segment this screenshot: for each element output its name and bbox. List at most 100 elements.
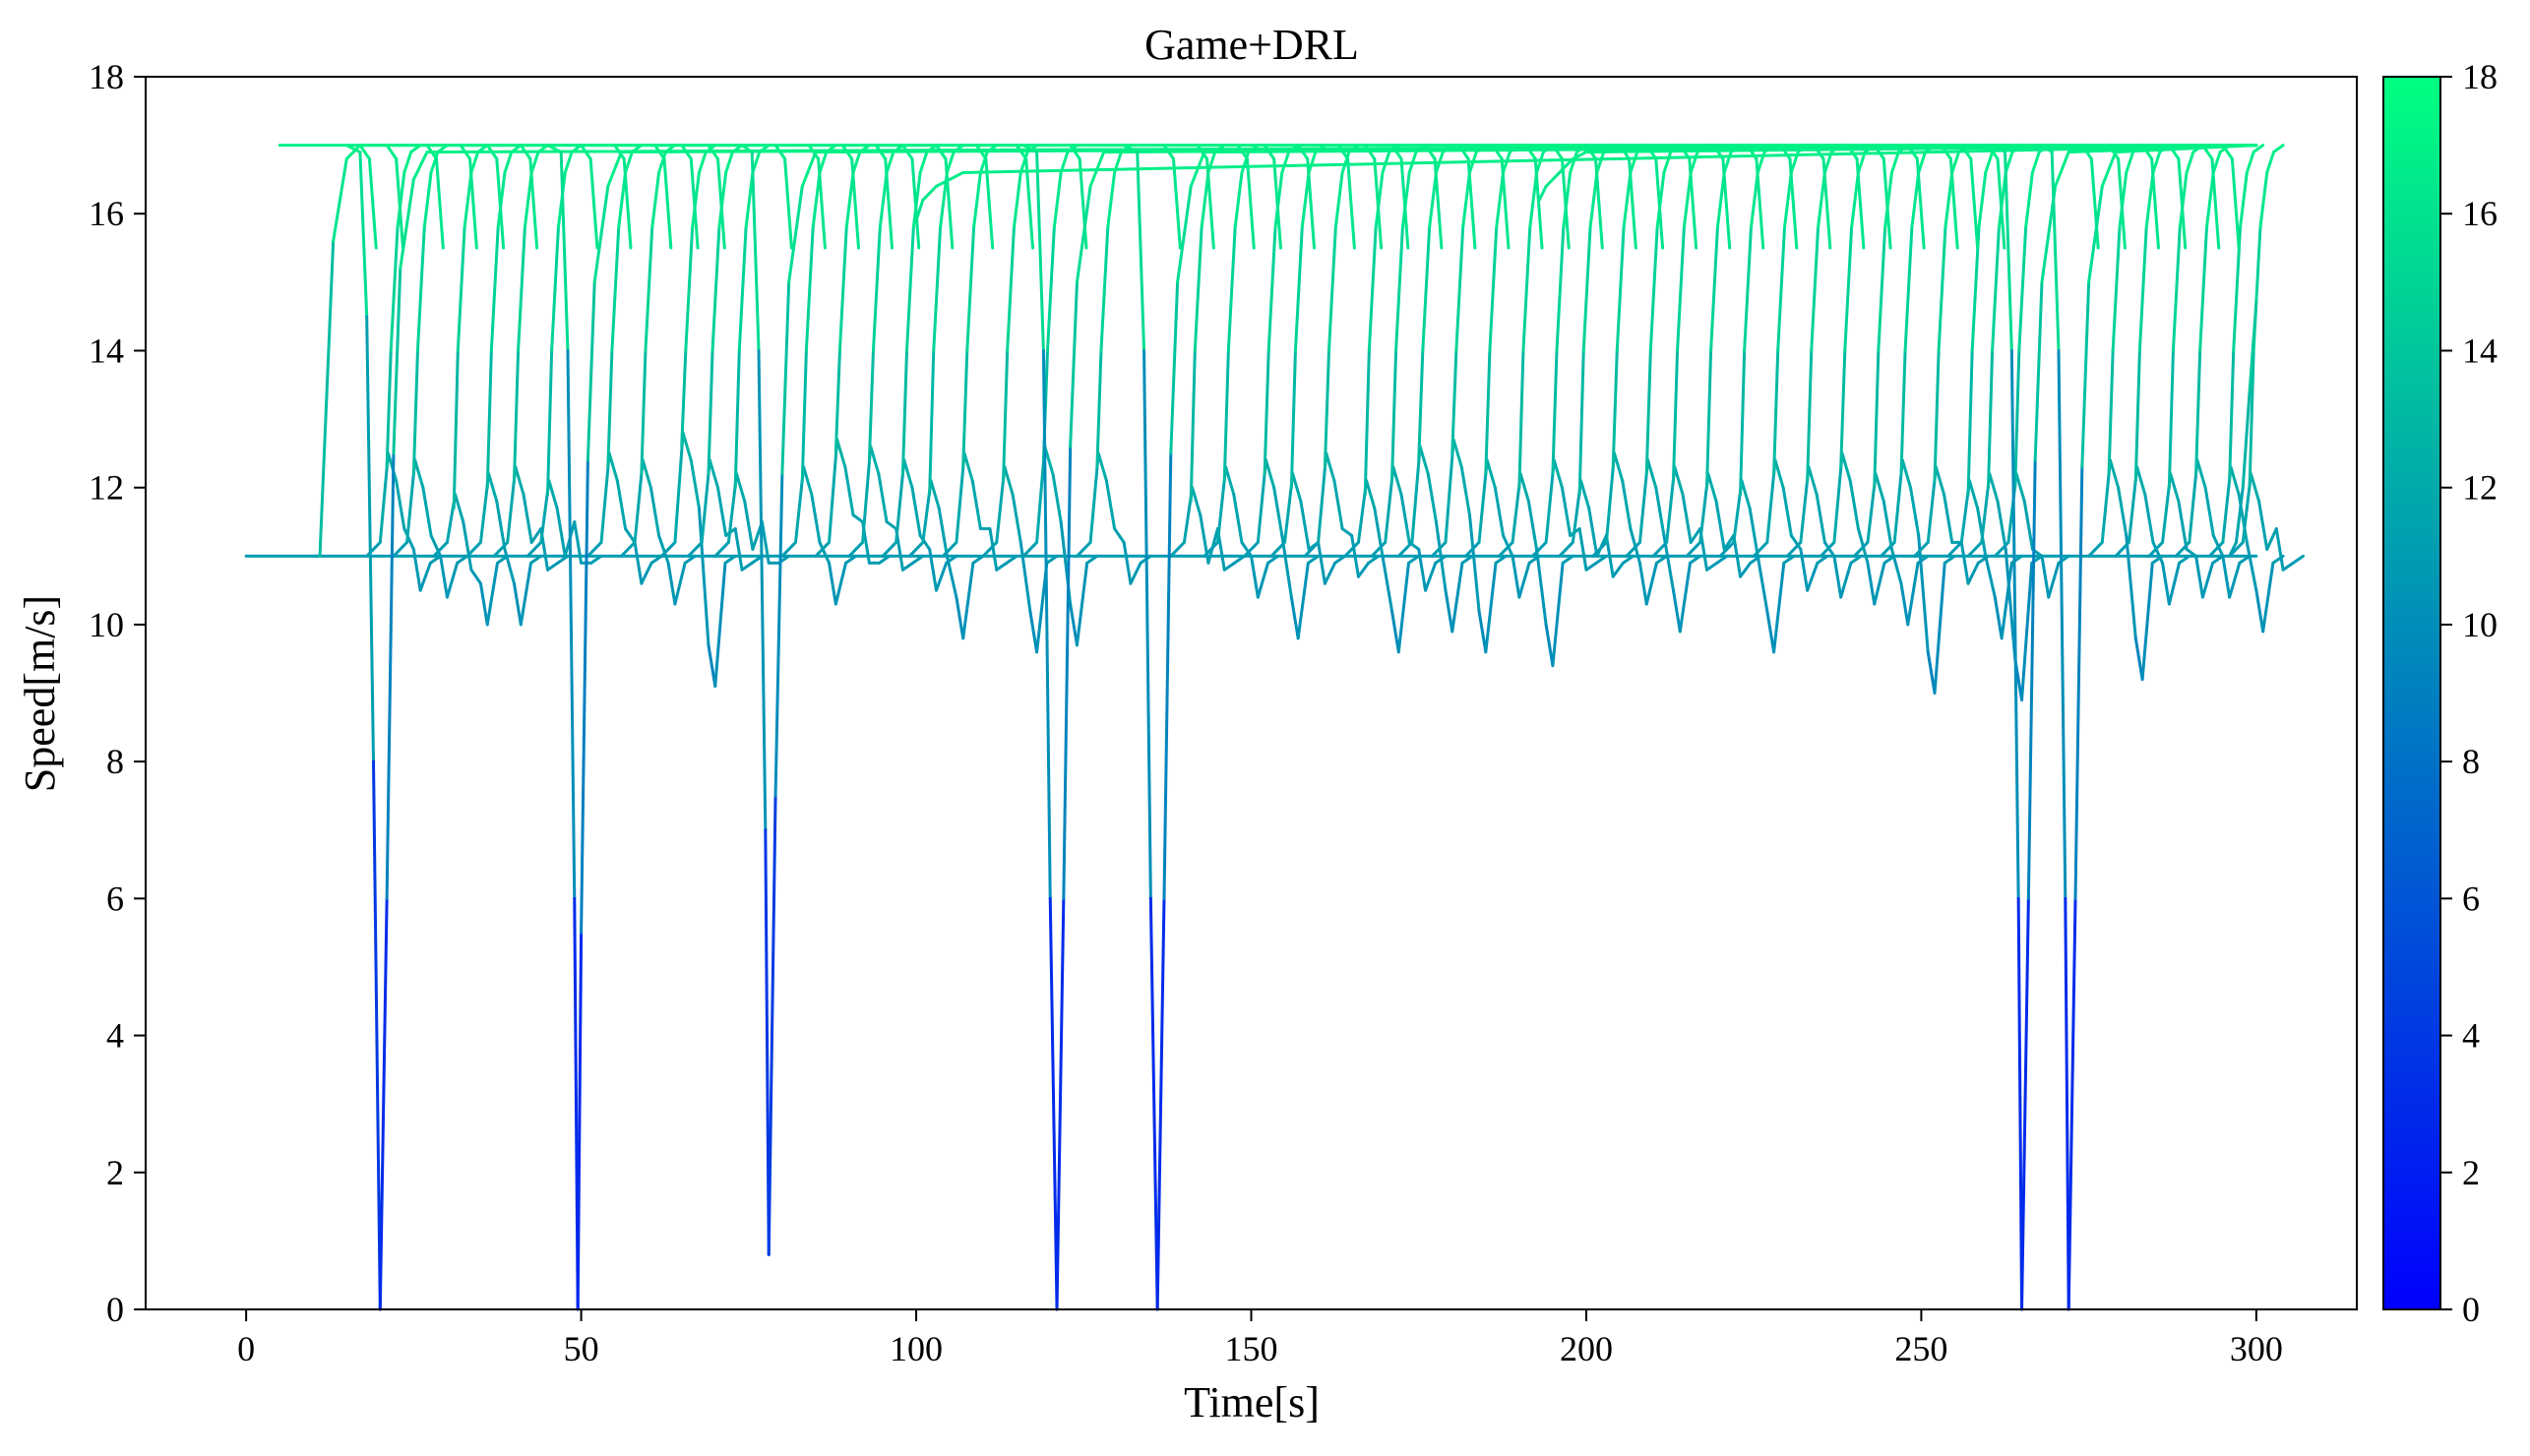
x-tick-label: 150 [1225,1329,1278,1368]
series-segment [2194,554,2204,599]
series-segment [546,144,563,154]
series-segment [1389,348,1398,483]
series-segment [1558,540,1574,558]
series-segment [555,507,567,558]
series-segment [1340,526,1354,537]
series-segment [673,431,685,544]
series-segment [2281,561,2295,572]
series-segment [1410,445,1422,544]
series-segment [372,759,382,1311]
series-segment [684,225,695,352]
decel-series [385,144,404,250]
series-segment [2087,184,2104,284]
series-segment [1855,157,1866,250]
series-segment [1558,157,1574,174]
series-segment [332,157,348,243]
merge-series [586,452,663,585]
accel-series [1705,144,1743,490]
accel-series [1772,144,1810,476]
series-segment [1739,561,1753,578]
series-segment [835,438,847,469]
series-segment [607,452,619,483]
trajectory-series [546,144,2258,1311]
series-segment [2228,540,2238,558]
accel-series [1899,144,1937,476]
series-segment [934,561,949,592]
series-segment [2144,170,2155,229]
series-segment [1785,540,1803,558]
series-segment [1272,486,1284,537]
series-segment [563,151,574,174]
series-segment [1544,170,1562,188]
series-segment [2167,348,2175,490]
series-segment [767,794,777,1256]
accel-series [867,144,904,462]
series-segment [1993,595,2004,640]
series-segment [1909,486,1921,537]
series-segment [2177,157,2188,250]
series-segment [1807,465,1819,497]
series-segment [2000,561,2013,640]
series-segment [1172,157,1182,250]
accel-series [640,144,677,476]
series-segment [1245,157,1256,250]
series-segment [1396,540,1414,558]
y-axis-title: Speed[m/s] [16,595,64,792]
series-segment [1018,151,1029,174]
series-segment [495,157,506,250]
series-segment [662,157,673,250]
series-segment [1256,561,1270,599]
series-segment [1002,348,1010,483]
accel-series [733,144,771,490]
series-segment [1394,225,1404,352]
series-segment [2140,561,2154,682]
series-segment [2229,465,2241,497]
series-segment [1096,452,1108,483]
series-segment [1752,540,1769,558]
decel-series [707,144,726,250]
colorbar-tick-label: 6 [2462,879,2480,918]
series-segment [644,225,654,352]
series-segment [1289,348,1297,490]
series-segment [606,348,614,469]
series-segment [503,547,516,585]
series-segment [514,465,525,497]
x-axis-title: Time[s] [1184,1378,1320,1426]
merge-series [1497,472,1574,668]
series-segment [1880,540,1896,558]
series-segment [1052,170,1063,229]
series-segment [737,225,748,352]
series-segment [877,472,889,523]
series-segment [687,540,704,558]
series-segment [496,170,507,229]
series-segment [1417,348,1425,462]
series-segment [546,561,560,572]
series-segment [592,184,610,284]
series-segment [814,540,832,558]
decel-series [1263,144,1282,250]
merge-series [780,465,858,606]
series-segment [715,157,726,250]
series-segment [1852,540,1870,558]
series-segment [559,151,570,352]
series-segment [2228,561,2242,599]
accel-series [1551,144,1588,476]
series-segment [787,184,804,284]
series-segment [1526,500,1539,551]
series-segment [1689,151,1699,174]
merge-series [1819,452,1896,606]
decel-series [2221,144,2241,250]
series-segment [1521,225,1532,352]
series-segment [2249,472,2261,504]
series-segment [1984,151,1995,174]
series-segment [395,479,406,530]
series-segment [550,225,560,352]
series-segment [2254,588,2265,634]
series-segment [2200,561,2215,599]
series-segment [2178,170,2189,229]
series-segment [465,540,482,558]
plot-area [244,144,2306,1311]
series-segment [1848,479,1860,530]
series-segment [1046,225,1056,352]
series-segment [1584,144,2258,154]
